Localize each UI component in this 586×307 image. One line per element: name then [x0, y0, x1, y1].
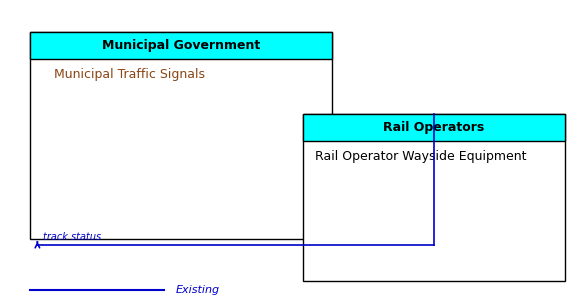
Text: Existing: Existing [176, 286, 220, 295]
Bar [30, 32, 332, 59]
Text: Municipal Traffic Signals: Municipal Traffic Signals [54, 68, 205, 81]
Text: track status: track status [43, 232, 101, 242]
Bar [304, 114, 564, 141]
Text: Municipal Government: Municipal Government [103, 39, 261, 52]
Text: Rail Operator Wayside Equipment: Rail Operator Wayside Equipment [315, 150, 526, 163]
Bar [30, 32, 332, 239]
Text: Rail Operators: Rail Operators [383, 121, 485, 134]
Bar [304, 114, 564, 281]
